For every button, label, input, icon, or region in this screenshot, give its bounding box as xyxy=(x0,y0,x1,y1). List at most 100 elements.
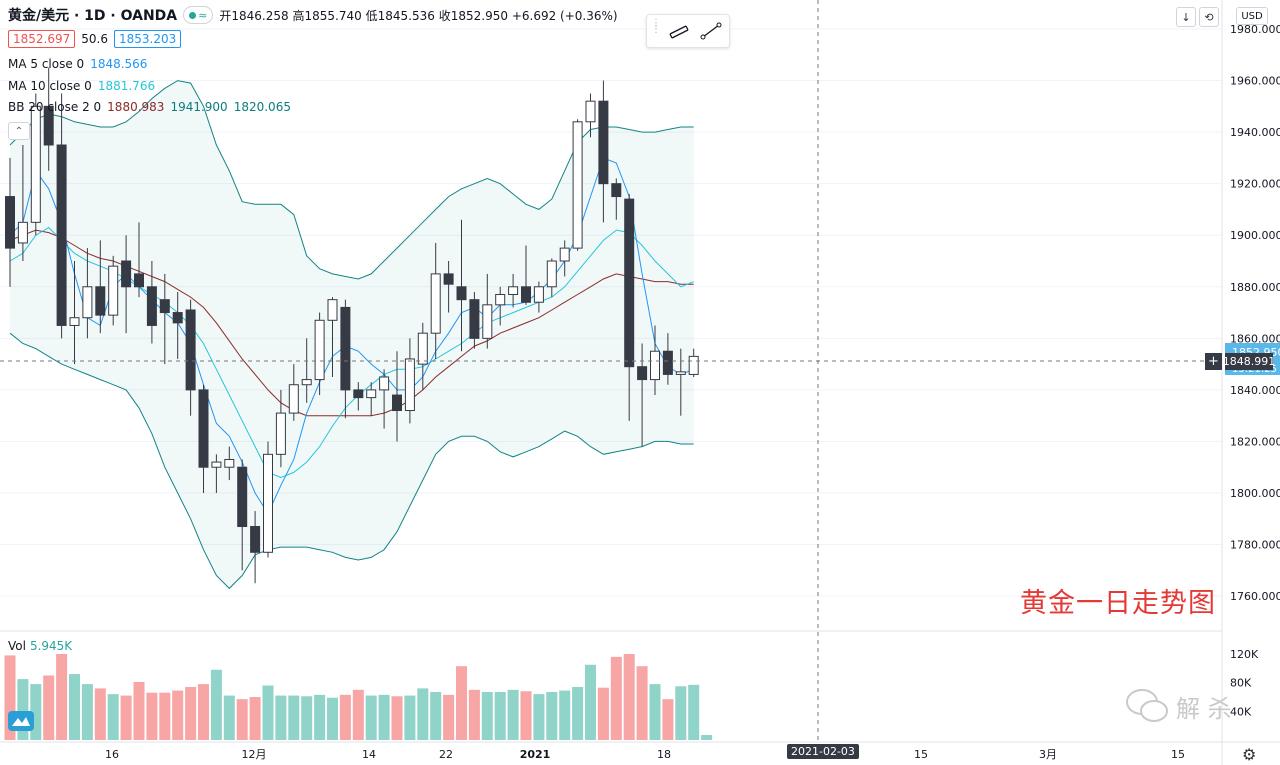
candle-body xyxy=(327,299,338,321)
volume-bar xyxy=(649,684,661,740)
volume-bar xyxy=(610,656,622,740)
price-tick-label: 1760.000 xyxy=(1230,590,1280,603)
bid-ask: 1852.697 50.6 1853.203 xyxy=(8,30,182,48)
volume-bar xyxy=(404,695,416,740)
volume-bar xyxy=(327,697,338,740)
indicator-ma5[interactable]: MA 5 close 0 1848.566 xyxy=(8,57,148,71)
volume-bar xyxy=(468,689,480,740)
volume-bar xyxy=(301,696,313,740)
collapse-legend-chevron-up-icon[interactable]: ⌃ xyxy=(8,122,30,140)
candle-body xyxy=(185,309,196,391)
price-tick-label: 1860.000 xyxy=(1230,332,1280,345)
ohlc-values: 开1846.258 高1855.740 低1845.536 收1852.950 … xyxy=(219,8,618,23)
crosshair-price-label: 1848.991 xyxy=(1222,353,1276,370)
volume-bar xyxy=(585,664,596,740)
spread-value: 50.6 xyxy=(81,32,108,46)
buy-price[interactable]: 1853.203 xyxy=(113,30,182,48)
price-tick-label: 1800.000 xyxy=(1230,487,1280,500)
candle-body xyxy=(301,379,312,386)
volume-bar xyxy=(185,686,197,740)
volume-bar xyxy=(107,694,119,740)
candle-body xyxy=(482,304,493,339)
volume-tick-label: 80K xyxy=(1230,677,1252,690)
candle-body xyxy=(288,384,299,414)
volume-bar xyxy=(146,692,158,740)
candle-body xyxy=(392,394,402,412)
volume-bar xyxy=(210,669,222,740)
sell-price[interactable]: 1852.697 xyxy=(8,30,76,48)
arrow-down-icon[interactable]: ↓ xyxy=(1176,7,1196,27)
settings-gear-icon[interactable]: ⚙ xyxy=(1242,745,1257,764)
volume-bar xyxy=(430,691,442,740)
bollinger-lower-line xyxy=(9,332,694,590)
currency-badge[interactable]: USD xyxy=(1236,7,1268,25)
price-axis[interactable]: 1980.000 1960.000 1940.000 1920.000 1900.000… xyxy=(1230,23,1280,603)
time-tick-label: 22 xyxy=(439,748,453,761)
volume-bar xyxy=(559,690,571,740)
drag-handle-icon[interactable]: ⋮ ⋮ xyxy=(651,18,661,35)
price-tick-label: 1920.000 xyxy=(1230,178,1280,191)
price-tick-label: 1840.000 xyxy=(1230,384,1280,397)
price-tick-label: 1960.000 xyxy=(1230,75,1280,88)
candle-body xyxy=(662,350,673,375)
crosshair-date-label: 2021-02-03 xyxy=(787,744,859,759)
candle-body xyxy=(146,286,157,326)
market-open-dot-icon xyxy=(189,11,197,19)
volume-bar xyxy=(520,691,532,740)
reset-view-icon[interactable]: ⟲ xyxy=(1199,7,1219,27)
time-tick-label: 15 xyxy=(1171,748,1185,761)
candle-body xyxy=(456,286,467,301)
volume-bar xyxy=(262,685,274,740)
time-tick-label: 2021 xyxy=(520,748,551,761)
candle-body xyxy=(237,466,248,528)
candle-body xyxy=(275,412,286,455)
time-axis[interactable]: 16 12月 14 22 2021 18 15 3月 15 xyxy=(105,748,1185,761)
volume-bar xyxy=(636,666,648,740)
volume-tick-label: 120K xyxy=(1230,648,1259,661)
price-tick-label: 1820.000 xyxy=(1230,435,1280,448)
volume-bar xyxy=(417,688,429,740)
indicator-ma10[interactable]: MA 10 close 0 1881.766 xyxy=(8,79,156,93)
candle-body xyxy=(263,453,273,553)
floating-drawing-toolbar[interactable]: ⋮ ⋮ xyxy=(646,14,730,48)
volume-legend[interactable]: Vol 5.945K xyxy=(8,639,73,653)
market-status-badge[interactable]: ≈ xyxy=(183,6,214,24)
add-alert-icon[interactable]: + xyxy=(1205,353,1222,370)
indicator-bb[interactable]: BB 20 close 2 0 1880.983 1941.900 1820.065 xyxy=(8,100,291,114)
candle-body xyxy=(314,319,325,381)
volume-bar xyxy=(546,691,558,740)
symbol-title[interactable]: 黄金/美元 · 1D · OANDA xyxy=(8,8,178,24)
volume-bar xyxy=(352,689,364,740)
candle-body xyxy=(417,332,428,365)
bollinger-band-fill xyxy=(10,80,694,589)
trend-line-tool-icon[interactable] xyxy=(697,17,725,45)
candle-body xyxy=(624,198,635,368)
tradingview-logo-icon[interactable] xyxy=(8,711,34,731)
volume-bar xyxy=(249,697,261,740)
candle-body xyxy=(43,105,54,146)
candle-body xyxy=(69,317,80,326)
candle-body xyxy=(159,299,170,314)
volume-bar xyxy=(365,695,377,740)
volume-bar xyxy=(223,695,235,740)
volume-bar xyxy=(314,694,326,740)
volume-bar xyxy=(339,694,351,740)
candle-body xyxy=(443,273,454,285)
volume-bar xyxy=(481,691,493,740)
wechat-logo-icon xyxy=(1126,689,1168,722)
volume-bar xyxy=(533,694,545,740)
candle-body xyxy=(546,260,557,288)
volume-bar xyxy=(198,684,209,740)
price-tick-label: 1980.000 xyxy=(1230,23,1280,36)
volume-tick-label: 40K xyxy=(1230,705,1252,718)
candle-body xyxy=(598,100,609,185)
volume-bar xyxy=(378,694,390,740)
candle-body xyxy=(404,358,415,412)
candle-body xyxy=(637,366,648,381)
candle-body xyxy=(108,265,119,316)
legend-header: 黄金/美元 · 1D · OANDA ≈ 开1846.258 高1855.740… xyxy=(8,6,618,24)
parallel-channel-tool-icon[interactable] xyxy=(665,17,693,45)
candle-body xyxy=(650,350,660,381)
volume-bar xyxy=(275,695,287,740)
